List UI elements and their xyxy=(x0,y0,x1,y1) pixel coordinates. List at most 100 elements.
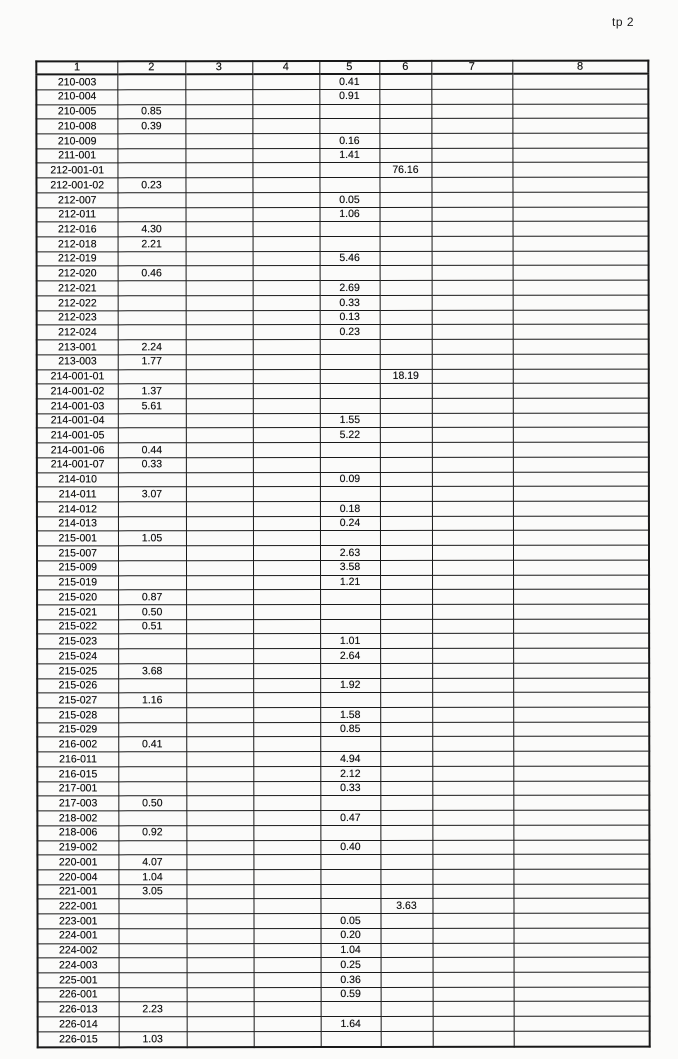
value-cell xyxy=(513,972,650,987)
value-cell xyxy=(185,516,253,532)
value-cell xyxy=(379,295,432,311)
value-cell xyxy=(117,501,186,517)
value-cell xyxy=(118,781,187,797)
value-cell xyxy=(513,707,650,723)
value-cell xyxy=(431,295,513,311)
value-cell xyxy=(513,633,650,649)
value-cell xyxy=(117,163,186,178)
table-row: 218-002 0.47 xyxy=(37,810,650,826)
value-cell: 2.23 xyxy=(118,1002,187,1017)
value-cell xyxy=(320,869,381,885)
value-cell xyxy=(512,221,649,237)
value-cell xyxy=(319,265,380,281)
table-row: 222-001 3.63 xyxy=(37,898,650,915)
value-cell: 3.05 xyxy=(118,884,187,900)
value-cell: 0.13 xyxy=(319,310,380,325)
row-id-cell: 214-001-03 xyxy=(36,398,118,414)
value-cell xyxy=(513,648,650,664)
value-cell xyxy=(380,825,433,840)
value-cell xyxy=(252,74,320,90)
value-cell xyxy=(431,501,513,517)
table-row: 214-013 0.24 xyxy=(36,515,649,532)
value-cell xyxy=(253,707,321,723)
value-cell xyxy=(117,74,186,90)
value-cell xyxy=(432,1016,514,1032)
value-cell xyxy=(512,250,649,266)
value-cell xyxy=(319,530,380,546)
value-cell: 3.63 xyxy=(380,898,433,914)
value-cell xyxy=(253,987,321,1003)
value-cell xyxy=(186,575,254,591)
value-cell xyxy=(117,310,186,326)
value-cell xyxy=(185,428,253,443)
table-row: 213-003 1.77 xyxy=(36,353,649,370)
row-id-cell: 213-001 xyxy=(36,339,118,355)
value-cell xyxy=(431,206,513,222)
value-cell xyxy=(380,633,433,649)
value-cell xyxy=(118,987,187,1003)
value-cell xyxy=(431,324,513,340)
row-id-cell: 213-003 xyxy=(36,354,118,370)
value-cell xyxy=(185,486,253,502)
row-id-cell: 210-005 xyxy=(36,104,118,120)
value-cell xyxy=(379,89,432,105)
value-cell xyxy=(253,692,321,708)
table-row: 210-008 0.39 xyxy=(36,118,649,134)
value-cell xyxy=(319,398,380,414)
value-cell xyxy=(185,236,253,252)
value-cell: 2.63 xyxy=(319,545,381,561)
value-cell xyxy=(380,1031,433,1047)
table-row: 221-001 3.05 xyxy=(37,883,650,900)
table-row: 214-001-02 1.37 xyxy=(36,383,649,399)
row-id-cell: 212-011 xyxy=(36,207,118,223)
value-cell xyxy=(379,442,432,458)
value-cell xyxy=(380,854,433,870)
row-id-cell: 218-006 xyxy=(37,825,119,841)
value-cell xyxy=(118,810,187,826)
value-cell xyxy=(319,221,380,237)
table-row: 212-016 4.30 xyxy=(36,221,649,237)
value-cell xyxy=(185,74,253,90)
value-cell xyxy=(432,972,514,988)
value-cell xyxy=(431,398,513,414)
value-cell xyxy=(380,781,433,796)
value-cell xyxy=(513,1001,650,1017)
value-cell xyxy=(252,162,320,178)
value-cell: 1.21 xyxy=(320,575,381,590)
value-cell xyxy=(513,765,650,781)
value-cell xyxy=(513,913,650,929)
value-cell xyxy=(431,280,513,296)
row-id-cell: 224-002 xyxy=(37,943,119,959)
value-cell: 0.59 xyxy=(320,987,381,1002)
value-cell xyxy=(186,928,254,944)
row-id-cell: 223-001 xyxy=(37,913,119,929)
value-cell xyxy=(431,309,513,325)
row-id-cell: 214-001-04 xyxy=(36,413,118,429)
value-cell xyxy=(185,501,253,517)
table-row: 212-024 0.23 xyxy=(36,324,649,341)
table-row: 212-001-01 76.16 xyxy=(36,162,649,179)
value-cell: 1.05 xyxy=(117,531,186,546)
table-row: 216-011 4.94 xyxy=(37,751,650,767)
value-cell xyxy=(379,354,432,369)
row-id-cell: 218-002 xyxy=(37,810,119,826)
value-cell xyxy=(185,118,253,134)
value-cell xyxy=(513,927,650,943)
table-row: 215-021 0.50 xyxy=(37,604,650,620)
value-cell xyxy=(253,575,321,590)
value-cell xyxy=(252,530,320,546)
value-cell xyxy=(319,486,380,502)
value-cell xyxy=(319,162,380,178)
value-cell xyxy=(512,265,649,281)
value-cell xyxy=(380,839,433,855)
column-header: 4 xyxy=(252,61,320,75)
row-id-cell: 212-021 xyxy=(36,281,118,296)
value-cell xyxy=(117,472,186,488)
value-cell xyxy=(185,457,253,473)
value-cell: 5.61 xyxy=(117,398,186,414)
value-cell: 2.24 xyxy=(117,339,186,355)
value-cell xyxy=(253,884,321,900)
value-cell xyxy=(513,869,650,884)
value-cell xyxy=(380,677,433,693)
row-id-cell: 212-007 xyxy=(36,192,118,208)
